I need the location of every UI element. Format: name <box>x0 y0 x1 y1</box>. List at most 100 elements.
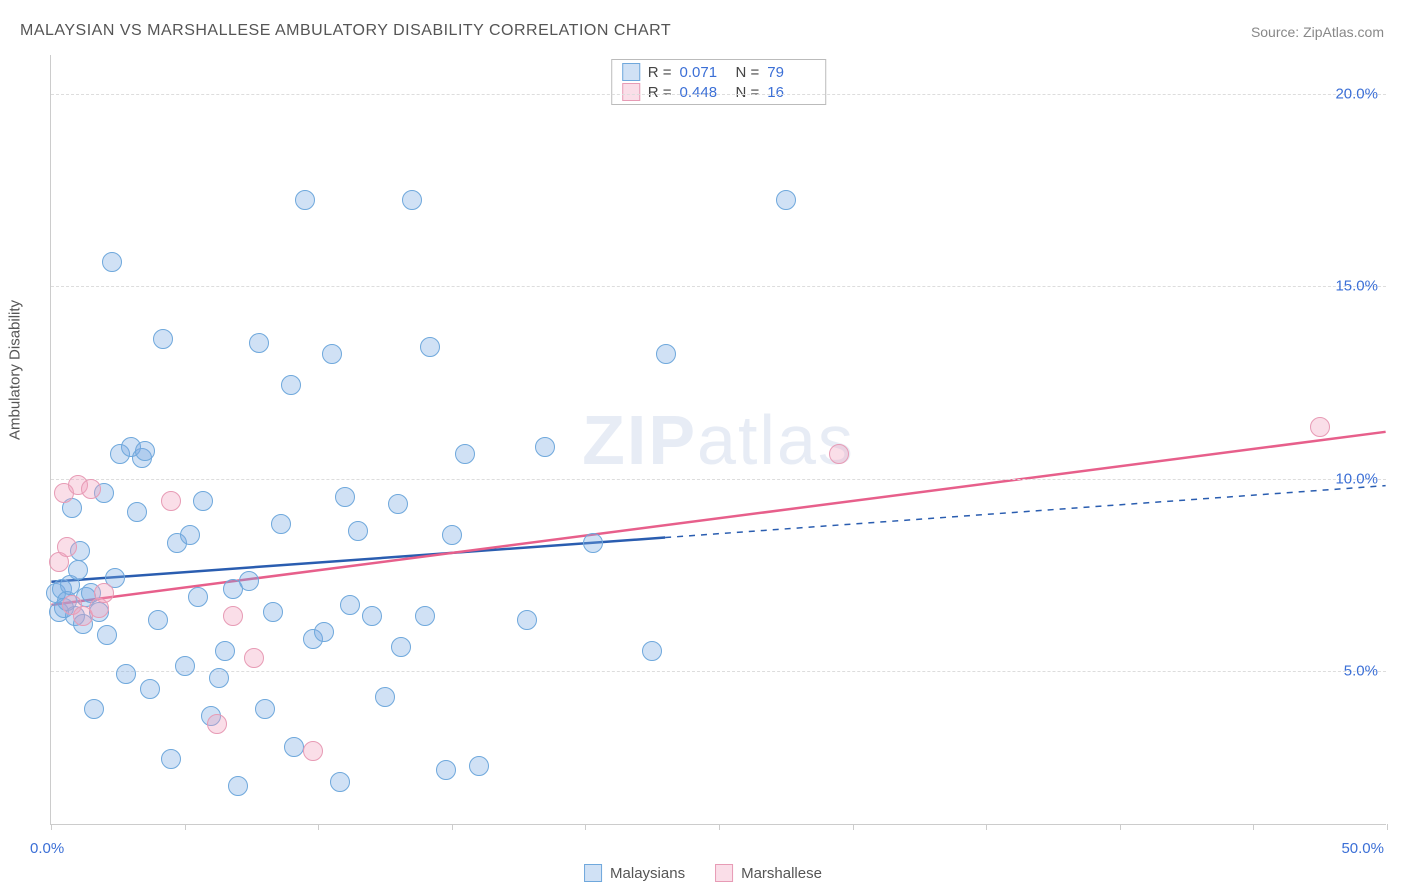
scatter-point <box>193 491 213 511</box>
x-tick <box>1387 824 1388 830</box>
scatter-point <box>455 444 475 464</box>
scatter-point <box>271 514 291 534</box>
scatter-point <box>829 444 849 464</box>
scatter-point <box>340 595 360 615</box>
y-tick-label: 20.0% <box>1335 85 1378 102</box>
scatter-point <box>84 699 104 719</box>
scatter-point <box>303 741 323 761</box>
scatter-point <box>140 679 160 699</box>
scatter-point <box>442 525 462 545</box>
scatter-point <box>102 252 122 272</box>
legend-label: Marshallese <box>741 865 822 882</box>
gridline <box>51 671 1386 672</box>
scatter-point <box>314 622 334 642</box>
scatter-point <box>249 333 269 353</box>
scatter-point <box>209 668 229 688</box>
x-axis-label-min: 0.0% <box>30 840 64 857</box>
x-tick <box>1253 824 1254 830</box>
legend-label: Malaysians <box>610 865 685 882</box>
scatter-point <box>207 714 227 734</box>
trend-line <box>51 538 665 582</box>
y-tick-label: 5.0% <box>1344 663 1378 680</box>
scatter-point <box>348 521 368 541</box>
x-tick <box>185 824 186 830</box>
r-label: R = <box>648 64 672 81</box>
legend-swatch <box>622 63 640 81</box>
legend-stat-row: R = 0.448 N = 16 <box>612 82 826 102</box>
x-tick <box>452 824 453 830</box>
scatter-point <box>776 190 796 210</box>
scatter-point <box>436 760 456 780</box>
x-tick <box>318 824 319 830</box>
r-value: 0.071 <box>680 64 728 81</box>
scatter-point <box>94 583 114 603</box>
n-label: N = <box>736 64 760 81</box>
legend-swatch <box>715 864 733 882</box>
scatter-point <box>263 602 283 622</box>
x-axis-label-max: 50.0% <box>1341 840 1384 857</box>
scatter-point <box>517 610 537 630</box>
bottom-legend: Malaysians Marshallese <box>584 864 822 882</box>
scatter-point <box>57 537 77 557</box>
r-value: 0.448 <box>680 84 728 101</box>
scatter-point <box>469 756 489 776</box>
scatter-point <box>535 437 555 457</box>
legend-stats-box: R =0.071N =79R =0.448N =16 <box>611 59 827 105</box>
bottom-legend-item: Marshallese <box>715 864 822 882</box>
x-tick <box>51 824 52 830</box>
scatter-point <box>375 687 395 707</box>
n-value: 16 <box>767 84 815 101</box>
scatter-point <box>161 491 181 511</box>
scatter-point <box>97 625 117 645</box>
trend-lines-layer <box>51 55 1386 824</box>
chart-title: MALAYSIAN VS MARSHALLESE AMBULATORY DISA… <box>20 22 671 40</box>
scatter-point <box>415 606 435 626</box>
gridline <box>51 286 1386 287</box>
x-tick <box>1120 824 1121 830</box>
scatter-point <box>223 606 243 626</box>
scatter-point <box>135 441 155 461</box>
n-label: N = <box>736 84 760 101</box>
scatter-point <box>228 776 248 796</box>
gridline <box>51 94 1386 95</box>
scatter-point <box>175 656 195 676</box>
scatter-point <box>402 190 422 210</box>
scatter-point <box>656 344 676 364</box>
scatter-point <box>116 664 136 684</box>
scatter-point <box>330 772 350 792</box>
legend-stat-row: R =0.071N =79 <box>612 62 826 82</box>
scatter-point <box>281 375 301 395</box>
y-axis-title: Ambulatory Disability <box>7 300 24 440</box>
scatter-point <box>215 641 235 661</box>
scatter-point <box>244 648 264 668</box>
scatter-point <box>642 641 662 661</box>
gridline <box>51 479 1386 480</box>
scatter-point <box>68 560 88 580</box>
chart-plot-area: ZIPatlas R =0.071N =79R =0.448N =16 5.0%… <box>50 55 1386 825</box>
x-tick <box>585 824 586 830</box>
r-label: R = <box>648 84 672 101</box>
scatter-point <box>284 737 304 757</box>
legend-swatch <box>622 83 640 101</box>
y-tick-label: 15.0% <box>1335 278 1378 295</box>
x-tick <box>719 824 720 830</box>
scatter-point <box>239 571 259 591</box>
bottom-legend-item: Malaysians <box>584 864 685 882</box>
scatter-point <box>148 610 168 630</box>
scatter-point <box>295 190 315 210</box>
source-label: Source: ZipAtlas.com <box>1251 24 1384 40</box>
scatter-point <box>335 487 355 507</box>
scatter-point <box>391 637 411 657</box>
scatter-point <box>362 606 382 626</box>
scatter-point <box>1310 417 1330 437</box>
scatter-point <box>388 494 408 514</box>
x-tick <box>986 824 987 830</box>
x-tick <box>853 824 854 830</box>
scatter-point <box>127 502 147 522</box>
scatter-point <box>255 699 275 719</box>
scatter-point <box>322 344 342 364</box>
scatter-point <box>153 329 173 349</box>
legend-swatch <box>584 864 602 882</box>
y-tick-label: 10.0% <box>1335 470 1378 487</box>
scatter-point <box>81 479 101 499</box>
